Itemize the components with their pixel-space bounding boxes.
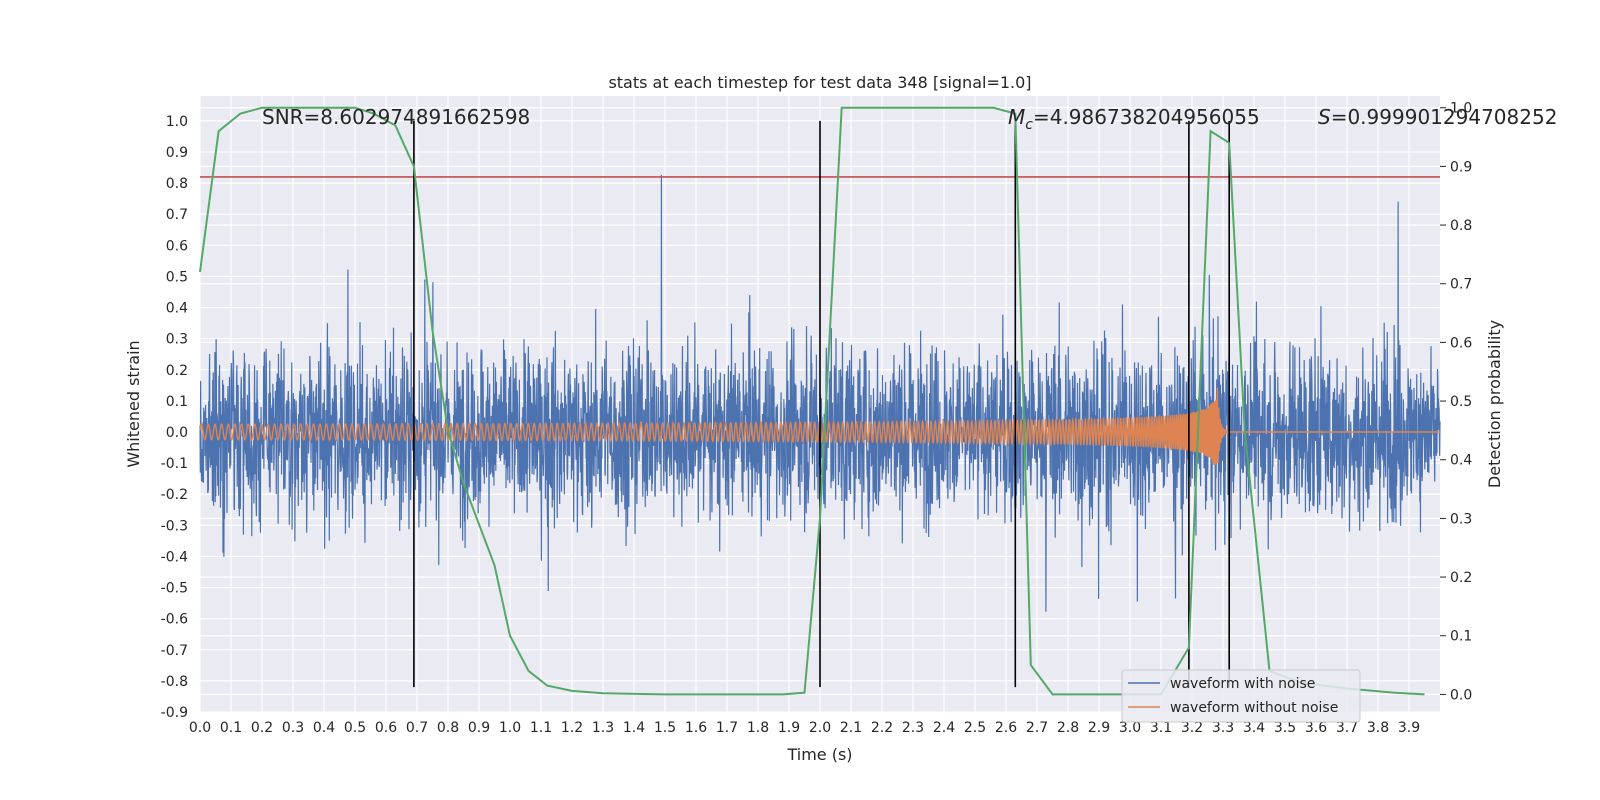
x-tick-label: 0.4 [313,720,335,736]
x-tick-label: 0.8 [437,720,459,736]
y-axis-label: Whitened strain [124,340,143,467]
x-axis-label: Time (s) [786,745,852,764]
x-tick-label: 2.1 [840,720,862,736]
y2-tick-label: 1.0 [1450,101,1472,117]
x-tick-label: 1.5 [654,720,676,736]
x-tick-label: 2.4 [933,720,955,736]
x-tick-label: 0.6 [375,720,397,736]
y-tick-label: -0.4 [161,549,188,565]
x-tick-label: 3.6 [1305,720,1327,736]
x-tick-label: 2.9 [1088,720,1110,736]
y-tick-label: 0.3 [166,332,188,348]
x-tick-label: 0.3 [282,720,304,736]
y-tick-label: 0.1 [166,394,188,410]
x-tick-label: 3.0 [1119,720,1141,736]
x-tick-label: 0.7 [406,720,428,736]
x-tick-label: 2.0 [809,720,831,736]
y-tick-label: -0.3 [161,518,188,534]
y2-tick-label: 0.4 [1450,453,1472,469]
y2-tick-labels: 1.0 0.9 0.8 0.7 0.6 0.5 0.4 0.3 0.2 0.1 0.0 [1440,101,1472,703]
x-tick-label: 2.8 [1057,720,1079,736]
y-tick-label: 0.4 [166,301,188,317]
score-symbol: S [1318,105,1331,129]
y-tick-label: 0.2 [166,363,188,379]
y-tick-label: -0.2 [161,487,188,503]
y-tick-label: -0.5 [161,581,188,597]
legend-label-noise: waveform with noise [1170,676,1315,692]
x-tick-label: 1.9 [778,720,800,736]
y2-tick-label: 0.8 [1450,218,1472,234]
x-tick-label: 3.7 [1336,720,1358,736]
x-tick-label: 1.2 [561,720,583,736]
y2-tick-label: 0.7 [1450,277,1472,293]
y2-tick-label: 0.3 [1450,511,1472,527]
x-tick-label: 0.9 [468,720,490,736]
y2-tick-label: 0.9 [1450,159,1472,175]
x-tick-label: 2.7 [1026,720,1048,736]
x-tick-label: 2.6 [995,720,1017,736]
y-tick-labels: 1.0 0.9 0.8 0.7 0.6 0.5 0.4 0.3 0.2 0.1 0.0 -0.1 -0.… [161,114,188,721]
y-tick-label: 1.0 [166,114,188,130]
y-tick-label: -0.1 [161,456,188,472]
x-tick-label: 1.0 [499,720,521,736]
y-tick-label: -0.6 [161,612,188,628]
chirp-mass-subscript: c [1025,117,1033,133]
chirp-mass-symbol: M [1008,105,1025,129]
y-tick-label: -0.8 [161,674,188,690]
x-tick-label: 0.5 [344,720,366,736]
x-tick-label: 0.1 [220,720,242,736]
chart-title: stats at each timestep for test data 348… [608,73,1031,92]
score-annotation: S=0.999901294708252 [1318,105,1557,129]
x-tick-label: 2.5 [964,720,986,736]
x-tick-label: 1.1 [530,720,552,736]
x-tick-label: 3.9 [1398,720,1420,736]
y2-tick-label: 0.1 [1450,629,1472,645]
y-tick-label: 0.6 [166,238,188,254]
x-tick-label: 1.6 [685,720,707,736]
x-tick-label: 0.2 [251,720,273,736]
x-tick-label: 1.4 [623,720,645,736]
series-detection-probability [199,106,1425,696]
score-value: =0.999901294708252 [1331,105,1558,129]
x-tick-labels: 0.0 0.1 0.2 0.3 0.4 0.5 0.6 0.7 0.8 0.9 1.0 1.1 1.2 1… [189,720,1420,736]
data-series [199,106,1441,696]
legend: waveform with noise waveform without noi… [1121,669,1361,723]
x-tick-label: 3.3 [1212,720,1234,736]
y-tick-label: -0.9 [161,705,188,721]
y2-axis-label: Detection probability [1485,320,1504,488]
y2-tick-label: 0.0 [1450,687,1472,703]
y-tick-label: 0.9 [166,145,188,161]
y-tick-label: 0.5 [166,269,188,285]
x-tick-label: 3.4 [1243,720,1265,736]
y2-tick-label: 0.6 [1450,335,1472,351]
snr-annotation: SNR=8.602974891662598 [262,105,530,129]
y2-tick-label: 0.5 [1450,394,1472,410]
x-tick-label: 3.2 [1181,720,1203,736]
x-tick-label: 0.0 [189,720,211,736]
x-tick-label: 3.8 [1367,720,1389,736]
x-tick-label: 2.2 [871,720,893,736]
x-tick-label: 3.1 [1150,720,1172,736]
x-tick-label: 1.8 [747,720,769,736]
x-tick-label: 1.7 [716,720,738,736]
y-tick-label: 0.8 [166,176,188,192]
legend-box [1121,669,1361,723]
y-tick-label: 0.7 [166,207,188,223]
legend-label-clean: waveform without noise [1170,700,1338,716]
chirp-mass-value: =4.986738204956055 [1033,105,1260,129]
y2-tick-label: 0.2 [1450,570,1472,586]
x-tick-label: 2.3 [902,720,924,736]
x-tick-label: 1.3 [592,720,614,736]
chirp-mass-annotation: Mc=4.986738204956055 [1008,105,1260,133]
y-tick-label: -0.7 [161,643,188,659]
x-tick-label: 3.5 [1274,720,1296,736]
y-tick-label: 0.0 [166,425,188,441]
